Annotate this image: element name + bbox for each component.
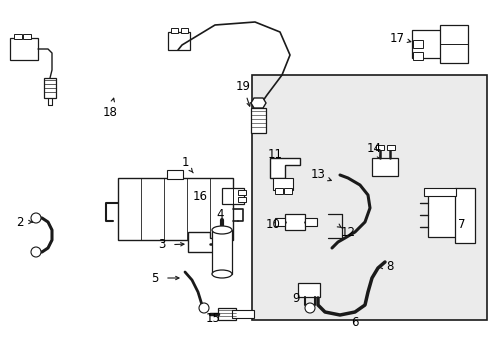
Bar [411, 30, 443, 58]
Text: 9: 9 [292, 292, 299, 305]
Bar [168, 32, 190, 50]
Text: 17: 17 [389, 31, 404, 45]
Bar [274, 188, 283, 194]
Text: 15: 15 [205, 311, 220, 324]
Bar [23, 34, 31, 39]
Text: 10: 10 [265, 217, 280, 230]
Ellipse shape [212, 270, 231, 278]
Text: 3: 3 [158, 238, 165, 252]
Bar [167, 170, 183, 179]
Text: 14: 14 [366, 141, 381, 154]
Text: 12: 12 [340, 225, 355, 238]
Bar [212, 230, 231, 274]
Ellipse shape [212, 226, 231, 234]
Text: 11: 11 [267, 148, 282, 162]
Text: 6: 6 [350, 315, 358, 328]
Text: 19: 19 [235, 80, 250, 93]
Polygon shape [269, 158, 299, 178]
Bar [171, 28, 178, 33]
Bar [427, 195, 455, 237]
Text: 7: 7 [457, 219, 465, 231]
Bar [412, 52, 422, 60]
Text: 18: 18 [102, 105, 117, 118]
Text: 8: 8 [386, 261, 393, 274]
Bar [305, 218, 316, 226]
Bar [238, 197, 245, 202]
Bar [386, 145, 394, 150]
Text: 1: 1 [181, 157, 188, 170]
Bar [285, 214, 305, 230]
Bar [250, 108, 265, 133]
Bar [454, 188, 474, 243]
Circle shape [305, 303, 314, 313]
Bar [251, 75, 486, 320]
Text: 2: 2 [16, 216, 24, 229]
Bar [10, 38, 38, 60]
Circle shape [199, 303, 208, 313]
Bar [412, 40, 422, 48]
Bar [423, 188, 455, 196]
Bar [14, 34, 22, 39]
Text: 13: 13 [310, 168, 325, 181]
Bar [218, 308, 236, 320]
Bar [181, 28, 187, 33]
Text: 5: 5 [151, 271, 159, 284]
Text: 4: 4 [216, 208, 224, 221]
Bar [118, 178, 232, 240]
Bar [284, 188, 291, 194]
Bar [375, 145, 383, 150]
Bar [371, 158, 397, 176]
Polygon shape [250, 98, 265, 108]
Bar [238, 190, 245, 195]
Text: 16: 16 [192, 189, 207, 202]
Bar [297, 283, 319, 297]
Bar [272, 178, 292, 190]
Bar [44, 78, 56, 98]
Polygon shape [187, 232, 216, 252]
Bar [274, 218, 285, 226]
Bar [231, 310, 253, 318]
Circle shape [31, 247, 41, 257]
Bar [439, 25, 467, 63]
Bar [222, 188, 244, 204]
Circle shape [31, 213, 41, 223]
